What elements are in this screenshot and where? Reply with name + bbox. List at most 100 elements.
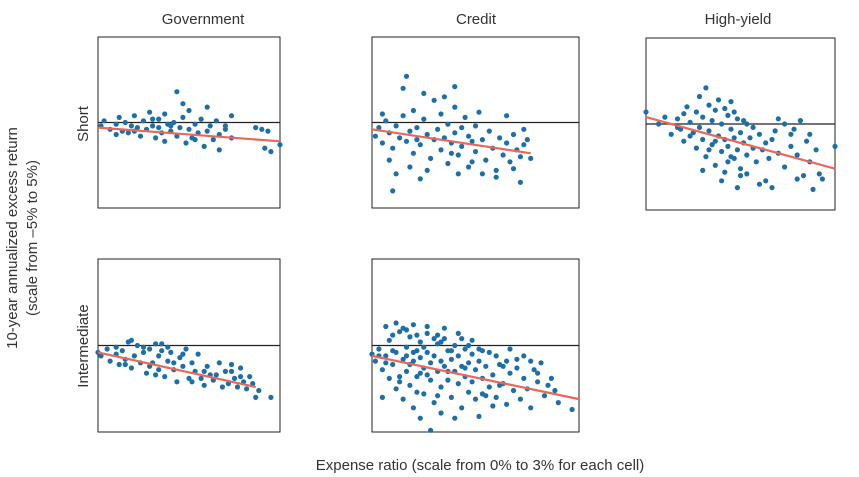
scatter-point <box>410 107 416 114</box>
scatter-point <box>431 400 437 406</box>
scatter-point <box>772 128 778 134</box>
scatter-point <box>528 155 534 161</box>
scatter-point <box>216 147 222 153</box>
scatter-point <box>421 344 427 350</box>
scatter-point <box>535 379 541 385</box>
scatter-point <box>507 346 513 352</box>
scatter-point <box>410 349 416 355</box>
scatter-point <box>386 157 392 163</box>
scatter-point <box>700 136 706 143</box>
scatter-point <box>247 374 253 380</box>
scatter-point <box>417 339 423 345</box>
scatter-point <box>769 185 775 191</box>
scatter-point <box>455 330 461 336</box>
scatter-point <box>171 119 177 126</box>
scatter-point <box>383 360 389 366</box>
scatter-point <box>706 147 712 153</box>
scatter-point <box>400 396 406 402</box>
scatter-point <box>186 375 192 381</box>
scatter-point <box>122 119 128 126</box>
scatter-point <box>390 332 396 338</box>
scatter-point <box>116 361 122 368</box>
scatter-point <box>656 121 662 127</box>
scatter-point <box>137 133 144 139</box>
scatter-point <box>782 164 788 170</box>
scatter-point <box>504 113 510 119</box>
scatter-point <box>517 396 524 402</box>
scatter-point <box>428 427 434 433</box>
scatter-point <box>410 405 416 411</box>
scatter-point <box>719 178 725 184</box>
scatter-point <box>535 370 541 376</box>
scatter-point <box>753 159 759 165</box>
scatter-point <box>379 111 385 117</box>
scatter-point <box>376 346 382 352</box>
scatter-point <box>174 379 180 385</box>
scatter-point <box>747 135 753 141</box>
scatter-point <box>469 159 475 165</box>
scatter-point <box>162 374 168 380</box>
scatter-point <box>728 99 734 105</box>
scatter-point <box>403 327 410 333</box>
scatter-point <box>832 143 838 149</box>
scatter-point <box>379 140 385 146</box>
scatter-point <box>500 363 506 369</box>
scatter-point <box>497 135 503 141</box>
scatter-point <box>504 358 510 364</box>
scatter-point <box>696 93 703 100</box>
scatter-point <box>156 367 162 373</box>
scatter-point <box>393 171 399 177</box>
scatter-point <box>383 353 389 359</box>
scatter-point <box>162 111 168 117</box>
scatter-point <box>165 344 171 350</box>
scatter-point <box>668 131 674 137</box>
scatter-point <box>744 121 750 127</box>
scatter-point <box>681 138 687 144</box>
scatter-point <box>455 353 461 359</box>
scatter-point <box>397 135 403 141</box>
scatter-point <box>504 401 510 407</box>
scatter-point <box>687 133 693 139</box>
scatter-point <box>262 145 268 151</box>
scatter-point <box>510 387 517 394</box>
scatter-point <box>253 125 259 131</box>
scatter-point <box>445 377 451 383</box>
trend-line <box>645 116 836 170</box>
scatter-point <box>700 167 706 173</box>
scatter-point <box>213 118 219 124</box>
scatter-point <box>452 130 458 136</box>
trend-line <box>371 128 531 155</box>
scatter-point <box>483 393 489 399</box>
scatter-point <box>113 131 119 138</box>
scatter-point <box>372 133 378 139</box>
scatter-point <box>737 173 744 179</box>
scatter-point <box>238 365 244 371</box>
scatter-point <box>459 143 465 149</box>
scatter-point <box>201 143 207 149</box>
scatter-point <box>431 336 437 342</box>
scatter-point <box>521 142 527 148</box>
scatter-point <box>486 128 492 134</box>
scatter-point <box>414 137 420 143</box>
scatter-point <box>400 85 406 91</box>
scatter-point <box>455 171 461 177</box>
scatter-point <box>712 162 718 168</box>
scatter-point <box>807 131 813 137</box>
scatter-point <box>472 123 479 129</box>
scatter-point <box>134 125 140 131</box>
scatter-point <box>143 370 150 376</box>
scatter-point <box>219 384 225 390</box>
scatter-point <box>469 351 475 357</box>
scatter-point <box>750 124 756 130</box>
scatter-point <box>424 131 430 138</box>
scatter-point <box>372 358 378 364</box>
scatter-point <box>414 332 420 338</box>
scatter-point <box>183 140 189 146</box>
scatter-point <box>222 368 228 374</box>
scatter-point <box>403 353 410 359</box>
scatter-point <box>403 138 410 144</box>
scatter-point <box>156 353 162 359</box>
scatter-point <box>706 128 712 134</box>
scatter-point <box>128 337 134 343</box>
scatter-point <box>147 109 153 115</box>
